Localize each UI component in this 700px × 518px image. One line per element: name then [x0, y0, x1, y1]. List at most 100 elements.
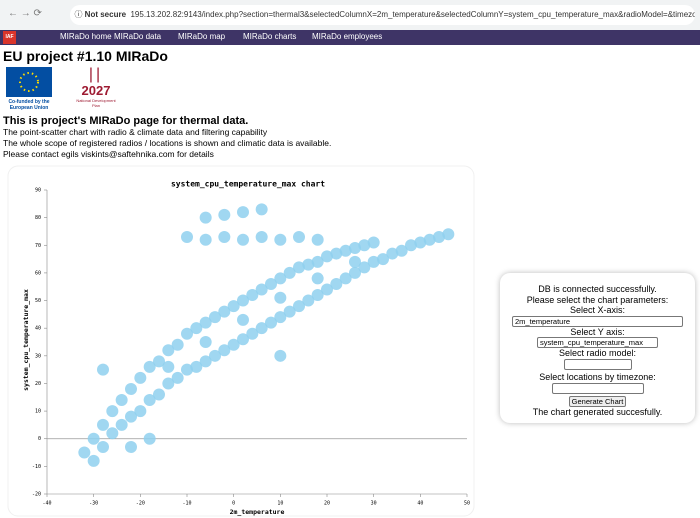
point	[209, 349, 221, 362]
point	[255, 283, 268, 296]
x-tick-label: 0	[232, 501, 235, 507]
nap-logo: || 2027 National Development Plan	[76, 66, 116, 108]
point	[125, 441, 137, 454]
page-title: EU project #1.10 MIRaDo	[3, 48, 168, 64]
x-tick-label: -30	[89, 501, 98, 507]
y-tick-label: 50	[35, 298, 41, 304]
point	[237, 233, 249, 246]
nav-item[interactable]: MIRaDo map	[178, 32, 226, 41]
point	[237, 294, 249, 307]
point	[339, 272, 352, 285]
intro-heading: This is project's MIRaDo page for therma…	[3, 115, 249, 127]
point	[349, 266, 361, 279]
chart: system_cpu_temperature_max chart 2m_temp…	[7, 165, 475, 517]
eu-flag	[6, 67, 52, 97]
intro-line: The whole scope of registered radios / l…	[3, 138, 332, 148]
intro-line: Please contact egils viskints@saftehnika…	[3, 149, 214, 159]
nav-item[interactable]: MIRaDo employees	[312, 32, 383, 41]
point	[405, 239, 417, 252]
point	[265, 316, 277, 329]
point	[115, 418, 128, 431]
y-select-label: Select Y axis:	[570, 326, 625, 337]
y-tick-label: 10	[35, 409, 41, 415]
point	[143, 360, 156, 373]
logo[interactable]: IAF	[3, 31, 16, 44]
tz-select-label: Select locations by timezone:	[539, 372, 656, 382]
point	[227, 300, 240, 313]
point	[293, 261, 305, 274]
nav-item[interactable]: MIRaDo home	[60, 32, 112, 41]
nav-item[interactable]: MIRaDo data	[114, 32, 162, 41]
point	[171, 371, 184, 384]
point	[414, 236, 427, 249]
point	[311, 255, 324, 268]
point	[433, 230, 445, 243]
point	[143, 432, 156, 445]
point	[87, 432, 100, 445]
x-tick-label: -10	[182, 501, 191, 507]
point	[190, 360, 203, 373]
point	[190, 322, 203, 335]
point	[358, 261, 371, 274]
nav-buttons[interactable]: ← → ⟳	[8, 8, 42, 19]
point	[106, 427, 119, 440]
point	[395, 244, 408, 257]
y-tick-label: 40	[35, 326, 41, 332]
y-tick-label: -10	[32, 464, 41, 470]
point	[162, 377, 175, 390]
point	[209, 311, 221, 324]
point	[423, 233, 436, 246]
point	[283, 266, 296, 279]
x-tick-label: 30	[371, 501, 377, 507]
point	[349, 242, 361, 255]
point	[237, 333, 249, 346]
nav-item[interactable]: MIRaDo charts	[243, 32, 297, 41]
point	[237, 206, 249, 219]
point	[227, 338, 240, 351]
point	[246, 327, 259, 340]
intro-line: The point-scatter chart with radio & cli…	[3, 127, 268, 137]
point	[97, 418, 109, 431]
point	[181, 230, 193, 243]
point	[386, 247, 399, 260]
point	[97, 441, 109, 454]
point	[274, 272, 287, 285]
point	[283, 305, 296, 318]
eu-stars	[19, 72, 39, 92]
generate-button[interactable]: Generate Chart	[568, 396, 627, 407]
x-tick-label: 40	[417, 501, 423, 507]
x-tick-label: 10	[277, 501, 283, 507]
point	[274, 291, 287, 304]
point	[115, 394, 128, 407]
status: DB is connected successfully.	[538, 284, 657, 294]
nap-text: National Development Plan	[76, 98, 116, 108]
address-bar[interactable]: ⓘ Not secure 195.13.202.82:9143/index.ph…	[70, 5, 695, 25]
x-tick-label: -40	[42, 501, 51, 507]
point	[106, 405, 119, 418]
point	[302, 258, 315, 271]
radio-select[interactable]	[563, 358, 632, 370]
point	[162, 360, 175, 373]
point	[321, 250, 333, 263]
point	[330, 247, 343, 260]
x-tick-label: -20	[136, 501, 145, 507]
point	[274, 233, 287, 246]
point	[143, 394, 156, 407]
point	[181, 327, 193, 340]
point	[125, 382, 137, 395]
y-select[interactable]: system_cpu_temperature_max	[537, 337, 658, 348]
point	[218, 208, 231, 221]
x-select[interactable]: 2m_temperature	[512, 315, 683, 327]
point	[293, 230, 305, 243]
point	[330, 277, 343, 290]
point	[349, 255, 361, 268]
point	[377, 253, 389, 266]
y-tick-label: -20	[32, 492, 41, 498]
point	[153, 355, 165, 368]
point	[302, 294, 315, 307]
tz-select[interactable]	[551, 382, 644, 394]
point	[274, 311, 287, 324]
browser-bar: ← → ⟳ ⓘ Not secure 195.13.202.82:9143/in…	[0, 0, 700, 30]
nap-mark: ||	[88, 66, 104, 83]
